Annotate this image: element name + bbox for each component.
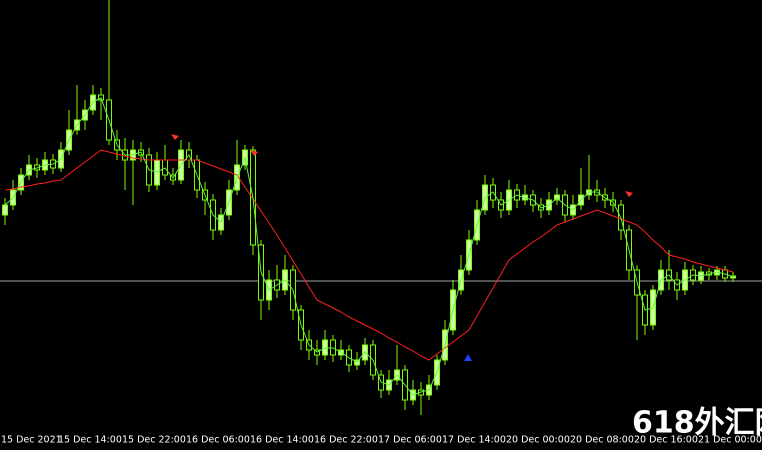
x-tick-label: 16 Dec 22:00 (314, 435, 378, 446)
x-tick-label: 15 Dec 22:00 (122, 435, 186, 446)
x-tick-label: 16 Dec 06:00 (186, 435, 250, 446)
x-tick-label: 17 Dec 14:00 (442, 435, 506, 446)
sell-arrow (171, 134, 179, 140)
candle-body (2, 204, 8, 216)
x-tick-label: 20 Dec 08:00 (570, 435, 634, 446)
x-tick-label: 15 Dec 2021 (1, 435, 62, 446)
x-tick-label: 15 Dec 14:00 (58, 435, 122, 446)
indicator-line (4, 97, 734, 396)
buy-arrow (464, 354, 472, 361)
plot-area (0, 0, 762, 415)
x-tick-label: 21 Dec 00:00 (698, 435, 762, 446)
watermark: 618外汇网 (632, 406, 762, 441)
indicator-line (4, 149, 734, 361)
sell-arrow (250, 150, 258, 156)
x-tick-label: 17 Dec 06:00 (378, 435, 442, 446)
x-tick-label: 20 Dec 16:00 (634, 435, 698, 446)
x-tick-label: 16 Dec 14:00 (250, 435, 314, 446)
sell-arrow (625, 191, 633, 197)
x-tick-label: 20 Dec 00:00 (506, 435, 570, 446)
